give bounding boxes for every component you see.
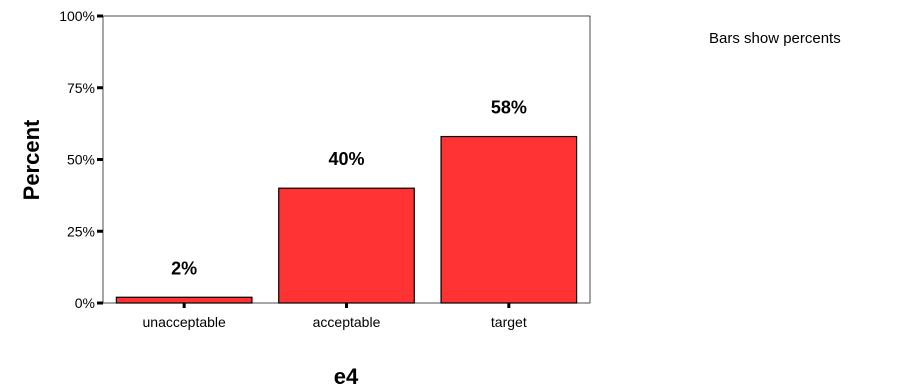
chart-note: Bars show percents xyxy=(709,30,841,47)
y-tick-label: 0% xyxy=(75,295,95,311)
y-tick-label: 25% xyxy=(67,223,95,239)
data-label-unacceptable: 2% xyxy=(171,258,197,278)
y-tick-label: 75% xyxy=(67,80,95,96)
x-axis-title: e4 xyxy=(334,364,359,389)
bar-unacceptable xyxy=(115,296,253,304)
y-tick-label: 50% xyxy=(67,152,95,168)
bar-target xyxy=(440,135,578,304)
x-tick-label: unacceptable xyxy=(143,314,227,330)
x-tick-label: acceptable xyxy=(313,314,381,330)
y-axis-title: Percent xyxy=(19,119,44,200)
y-axis: 0% 25% 50% 75% 100% xyxy=(59,8,103,311)
x-axis: unacceptable acceptable target xyxy=(143,303,527,330)
data-label-target: 58% xyxy=(491,98,527,118)
x-tick-label: target xyxy=(491,314,527,330)
y-tick-label: 100% xyxy=(59,8,95,24)
data-label-acceptable: 40% xyxy=(328,149,364,169)
bar-acceptable xyxy=(278,187,415,304)
